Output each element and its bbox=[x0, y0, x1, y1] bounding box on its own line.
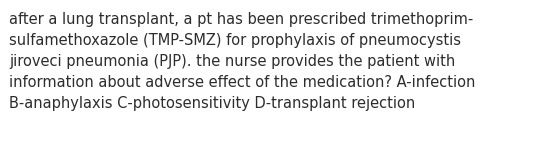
Text: after a lung transplant, a pt has been prescribed trimethoprim-
sulfamethoxazole: after a lung transplant, a pt has been p… bbox=[9, 12, 475, 111]
